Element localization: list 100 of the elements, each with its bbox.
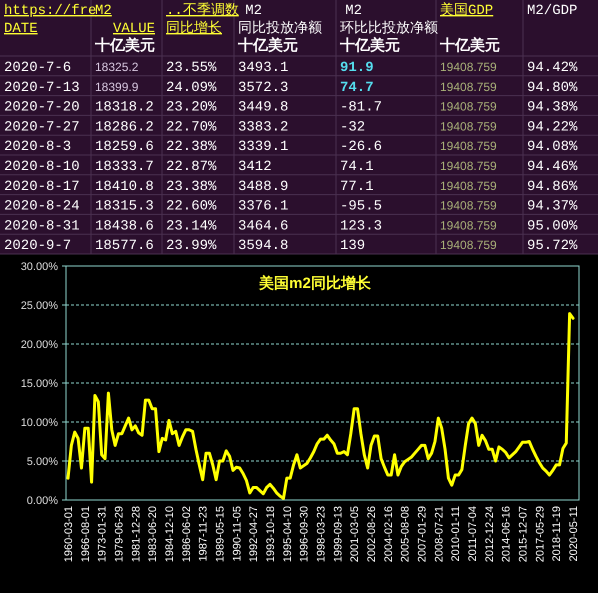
text: 十亿美元 xyxy=(439,36,500,54)
x-tick-label: 1960-03-01 xyxy=(63,506,75,562)
x-tick-label: 2008-07-21 xyxy=(433,506,446,562)
text: 2020-7-20 xyxy=(4,100,80,116)
x-tick-label: 1995-04-10 xyxy=(282,506,294,562)
text: 3594.8 xyxy=(238,238,288,254)
text: 94.37% xyxy=(527,198,578,215)
text: 91.9 xyxy=(340,60,374,76)
text: 3572.3 xyxy=(238,80,288,96)
text: 18315.3 xyxy=(95,198,154,215)
line-series xyxy=(66,312,574,500)
x-tick-label: 2017-05-29 xyxy=(534,506,546,562)
text: 2020-8-24 xyxy=(4,198,80,215)
x-tick-label: 2014-06-16 xyxy=(500,506,513,562)
text: -81.7 xyxy=(340,100,382,116)
text: 94.80% xyxy=(527,80,578,96)
x-tick-label: 1987-11-23 xyxy=(198,506,210,562)
text: -26.6 xyxy=(340,139,382,156)
x-tick-label: 1996-09-30 xyxy=(298,506,311,562)
text: 3339.1 xyxy=(238,139,288,156)
text: 环比比投放净额 xyxy=(340,20,438,37)
x-tick-label: 2007-01-29 xyxy=(416,506,428,562)
x-tick-label: 1990-11-05 xyxy=(231,506,244,562)
text: 十亿美元 xyxy=(94,36,155,54)
text: 74.7 xyxy=(340,80,374,96)
text: 十亿美元 xyxy=(237,36,298,54)
text: 19408.759 xyxy=(440,80,498,94)
text: 19408.759 xyxy=(440,139,498,154)
text: -32 xyxy=(340,119,366,136)
x-tick-label: 2011-07-04 xyxy=(467,506,479,562)
x-tick-label: 2001-03-05 xyxy=(349,506,362,562)
x-tick-label: 2015-12-07 xyxy=(518,506,530,562)
text: 23.14% xyxy=(166,218,218,234)
text: 94.38% xyxy=(527,100,578,116)
text: 3376.1 xyxy=(238,198,288,215)
text: 94.86% xyxy=(527,178,578,195)
text: M2 xyxy=(95,3,112,19)
text: 2020-8-31 xyxy=(4,218,80,234)
text: 18438.6 xyxy=(95,218,154,234)
text: 139 xyxy=(340,238,366,254)
x-tick-label: 1993-10-18 xyxy=(265,506,277,562)
text: 2020-7-13 xyxy=(4,80,80,96)
x-tick-label: 1966-08-01 xyxy=(80,506,92,562)
text: M2 xyxy=(345,3,362,19)
x-tick-label: 1989-05-15 xyxy=(214,506,226,562)
text: M2 xyxy=(245,3,262,19)
text: 3493.1 xyxy=(238,60,288,76)
x-tick-label: 2018-11-19 xyxy=(551,506,564,562)
text: 美国m2同比增长 xyxy=(258,274,372,292)
text: 94.42% xyxy=(527,60,578,76)
text: 19408.759 xyxy=(440,119,498,134)
text: 94.46% xyxy=(527,159,578,175)
text: 同比投放净额 xyxy=(238,20,322,37)
text: 18399.9 xyxy=(95,80,139,94)
x-tick-label: 2020-05-11 xyxy=(568,506,580,562)
text: 18259.6 xyxy=(95,139,154,156)
x-tick-label: 1979-06-29 xyxy=(114,506,126,562)
text: 18286.2 xyxy=(95,119,154,136)
x-tick-label: 1973-01-31 xyxy=(96,506,109,562)
x-tick-label: 1992-04-27 xyxy=(248,506,260,562)
text: VALUE xyxy=(112,21,155,37)
text: 22.70% xyxy=(166,119,218,136)
text: 123.3 xyxy=(340,218,382,234)
y-tick-label: 10.00% xyxy=(20,417,58,429)
x-tick-label: 2002-08-26 xyxy=(366,506,378,562)
x-tick-label: 1999-09-13 xyxy=(332,506,344,562)
text: 95.00% xyxy=(527,218,578,234)
x-tick-label: 1998-03-23 xyxy=(316,506,328,562)
text: 19408.759 xyxy=(440,100,498,114)
y-tick-label: 5.00% xyxy=(26,456,58,468)
text: 95.72% xyxy=(527,238,578,254)
text: 19408.759 xyxy=(440,238,498,252)
text: 74.1 xyxy=(340,159,374,175)
x-tick-label: 2005-08-08 xyxy=(400,506,412,562)
text: 3488.9 xyxy=(238,178,288,195)
y-tick-label: 25.00% xyxy=(20,300,58,312)
x-tick-label: 2004-02-16 xyxy=(382,506,395,562)
text: 2020-8-17 xyxy=(4,178,80,195)
text: 3449.8 xyxy=(238,100,288,116)
text: M2/GDP xyxy=(527,3,578,19)
y-tick-label: 30.00% xyxy=(20,261,58,273)
text: 十亿美元 xyxy=(339,36,400,54)
text: 24.09% xyxy=(166,80,218,96)
text: 19408.759 xyxy=(440,218,498,232)
text: 2020-8-3 xyxy=(4,139,72,156)
text: 94.08% xyxy=(527,139,578,156)
text: 2020-7-27 xyxy=(4,119,80,136)
text: -95.5 xyxy=(340,198,382,215)
text: 18333.7 xyxy=(95,159,154,175)
text: 18325.2 xyxy=(95,60,139,74)
text: 18410.8 xyxy=(95,178,154,195)
x-tick-label: 2010-01-11 xyxy=(450,506,462,562)
text: 23.20% xyxy=(166,100,218,116)
x-tick-label: 1984-12-10 xyxy=(164,506,176,562)
text: 3464.6 xyxy=(238,218,288,234)
x-tick-label: 2012-12-24 xyxy=(484,506,496,562)
text: 19408.759 xyxy=(440,60,498,74)
text: 19408.759 xyxy=(440,198,498,213)
x-tick-label: 1983-06-20 xyxy=(147,506,160,562)
text: 同比增长 xyxy=(166,20,222,37)
